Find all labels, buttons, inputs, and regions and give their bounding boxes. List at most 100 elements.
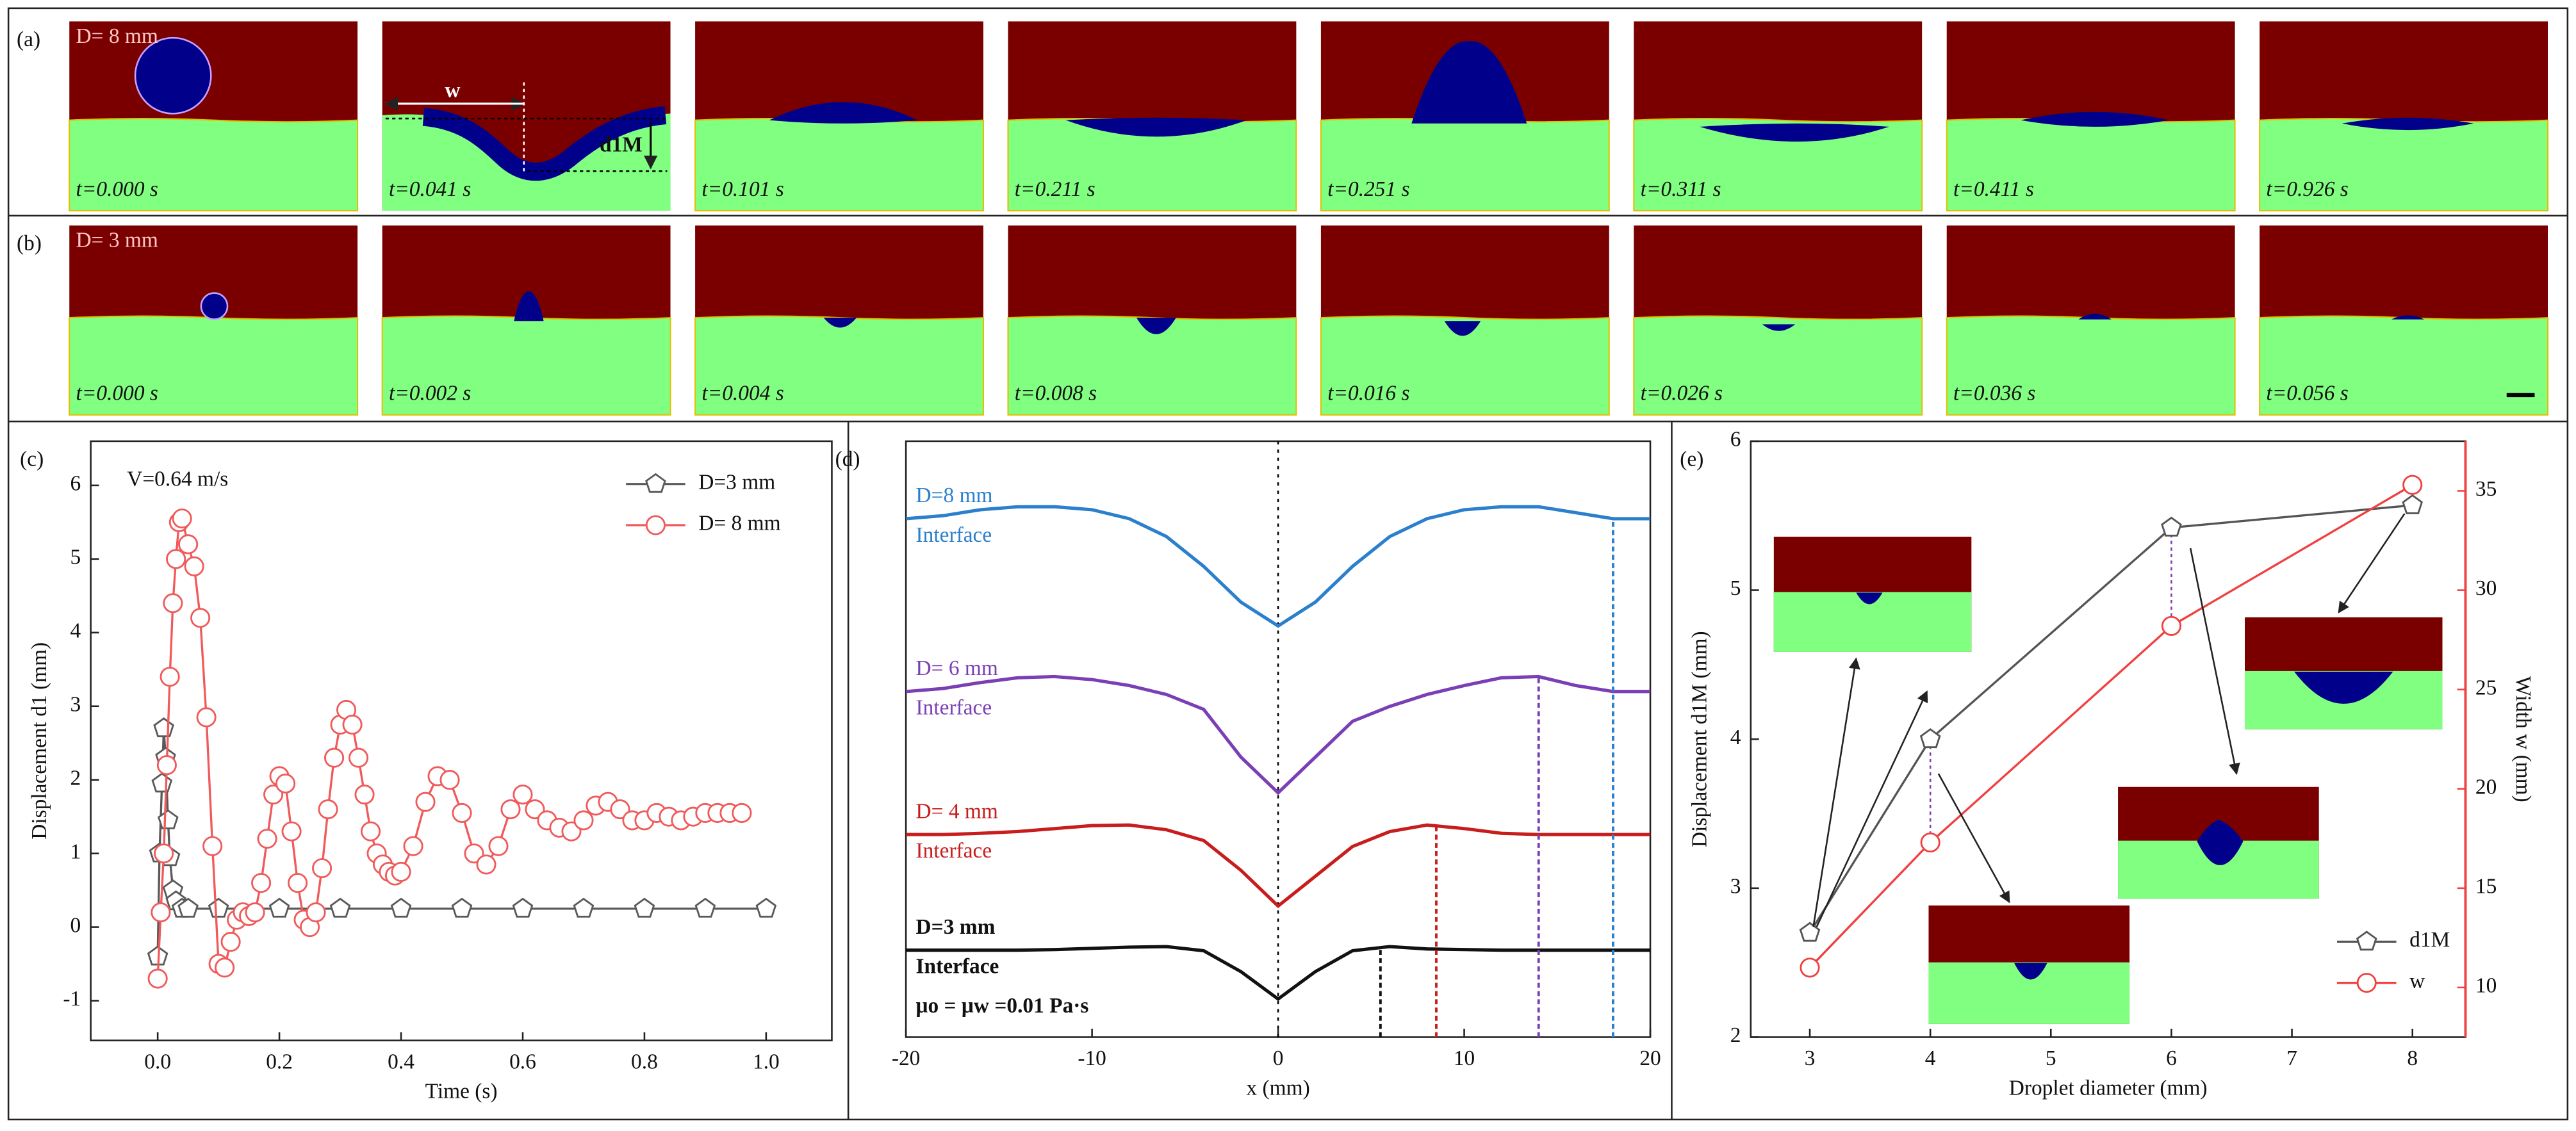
y-tick-label: 4 [70,619,81,642]
arrow [2189,548,2240,775]
point-marker [1800,957,1820,978]
y-tick-label: 0 [70,913,81,937]
point-marker [390,897,412,918]
series-label: D= 6 mm [916,656,998,680]
time-label: t=0.101 s [701,177,783,201]
time-label: t=0.002 s [389,382,471,405]
point-marker [755,897,777,918]
point-marker [1919,728,1941,749]
point-marker [573,897,595,918]
point-marker [464,843,484,864]
point-marker [157,809,179,829]
inset-droplet [1856,592,1883,605]
y-tick-label: 5 [1730,576,1741,600]
time-label: t=0.251 s [1327,177,1409,201]
inset-droplet [2014,963,2047,980]
time-label: t=0.056 s [2266,382,2348,405]
point-marker [391,861,411,882]
snapshot: t=0.002 s [381,225,671,416]
point-marker [452,802,472,823]
droplet [200,292,229,320]
point-marker [415,792,436,812]
droplet [1065,117,1247,137]
y2-tick-label: 20 [2475,775,2497,799]
water-phase [1633,315,1923,416]
plot-frame [90,440,833,1041]
x-axis-label: Time (s) [425,1080,498,1103]
arrow [2338,513,2406,614]
droplet [2021,111,2169,127]
droplet [1762,324,1796,331]
point-marker [610,799,630,820]
snapshot: t=0.926 s [2259,21,2549,212]
y-axis-label: Displacement d1M (mm) [1687,631,1711,847]
arrow [1812,657,1860,927]
y-tick-label: 1 [70,840,81,863]
y-tick-label: 4 [1730,726,1741,749]
inset-droplet [2197,820,2244,865]
y-tick-label: 6 [70,472,81,496]
point-marker [2356,931,2377,951]
snapshot: t=0.026 s [1633,225,1923,416]
snapshot: t=0.211 s [1007,21,1297,212]
snapshot: t=0.411 s [1946,21,2236,212]
y-tick-label: 2 [1730,1023,1741,1047]
time-label: t=0.000 s [76,177,158,201]
x-tick-label: 0.2 [266,1050,293,1073]
x-axis-label: x (mm) [1246,1076,1309,1100]
point-marker [2402,475,2423,495]
x-tick-label: 20 [1639,1046,1661,1070]
legend-label: D=3 mm [698,470,775,494]
droplet [2391,315,2425,320]
x-tick-label: -10 [1078,1046,1106,1070]
x-tick-label: 6 [2166,1046,2177,1070]
snapshot: t=0.004 s [694,225,984,416]
panel-label: (b) [17,232,42,256]
snapshot: t=0.311 s [1633,21,1923,212]
point-marker [275,773,296,793]
point-marker [151,902,171,923]
time-label: t=0.008 s [1015,382,1097,405]
x-tick-label: -20 [892,1046,921,1070]
x-tick-label: 3 [1805,1046,1816,1070]
panel-label: (a) [17,28,40,51]
time-label: t=0.926 s [2266,177,2348,201]
time-label: t=0.004 s [701,382,783,405]
x-tick-label: 0.8 [631,1050,658,1073]
y2-tick-label: 35 [2475,477,2497,501]
droplet [1411,41,1527,124]
legend-label: D= 8 mm [698,512,780,535]
series-label: D=3 mm [916,915,996,939]
point-marker [281,821,302,842]
droplet [1700,123,1889,142]
diameter-label: D= 3 mm [76,229,158,252]
y2-tick-label: 25 [2475,676,2497,699]
y-tick-label: 3 [70,692,81,716]
point-marker [451,897,473,918]
snapshot: t=0.101 s [694,21,984,212]
point-marker [512,897,534,918]
point-marker [196,707,217,728]
x-tick-label: 10 [1454,1046,1475,1070]
point-marker [694,897,716,918]
y-tick-label: 3 [1730,875,1741,899]
point-marker [147,968,168,989]
point-marker [268,897,290,918]
y2-tick-label: 30 [2475,576,2497,600]
time-label: t=0.411 s [1953,177,2034,201]
point-marker [215,957,235,978]
droplet [823,318,857,328]
snapshot: t=0.036 s [1946,225,2236,416]
droplet [2078,313,2112,320]
point-marker [263,785,284,805]
series-line [905,505,1651,628]
y2-tick-label: 15 [2475,875,2497,899]
point-marker [561,821,582,842]
y2-axis-label: Width w (mm) [2511,676,2535,802]
water-phase [1633,118,1923,212]
point-marker [360,821,381,842]
time-label: t=0.041 s [389,177,471,201]
x-tick-label: 5 [2046,1046,2056,1070]
point-marker [2161,615,2181,636]
